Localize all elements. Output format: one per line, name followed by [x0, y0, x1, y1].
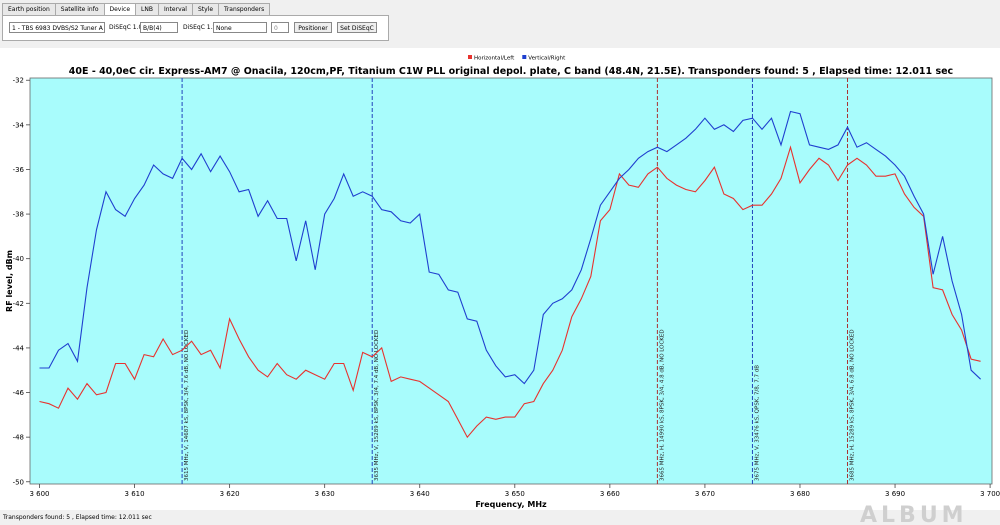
y-tick-label: -34 — [13, 121, 25, 129]
x-tick-label: 3 670 — [695, 490, 715, 498]
diseqc1x-label: DiSEqC 1.x: — [183, 24, 219, 31]
diseqc10-select[interactable]: B/B(4) — [140, 22, 178, 33]
positioner-button[interactable]: Positioner — [294, 22, 332, 33]
y-tick-label: -38 — [13, 211, 24, 219]
device-select[interactable]: 1 - TBS 6983 DVBS/S2 Tuner A — [9, 22, 105, 33]
legend-label: Horizontal/Left — [474, 56, 515, 62]
transponder-label: 3675 MHz, V, 33476 kS, QPSK, 7/8, 7.7 dB — [754, 365, 760, 481]
x-tick-label: 3 600 — [29, 490, 49, 498]
x-axis-label: Frequency, MHz — [475, 500, 547, 509]
diseqc1x-select[interactable]: None — [213, 22, 267, 33]
device-panel: 1 - TBS 6983 DVBS/S2 Tuner A DiSEqC 1.0:… — [2, 15, 389, 41]
tab-bar: Earth position Satellite info Device LNB Int… — [2, 3, 271, 15]
legend-label: Vertical/Right — [528, 56, 566, 62]
x-tick-label: 3 690 — [885, 490, 905, 498]
legend-swatch — [522, 55, 527, 59]
y-tick-label: -46 — [13, 389, 25, 397]
chart-title: 40E - 40,0eC cir. Express-AM7 @ Onacila,… — [69, 66, 953, 77]
x-tick-label: 3 620 — [220, 490, 240, 498]
status-bar: Transponders found: 5 , Elapsed time: 12… — [3, 514, 152, 521]
spinner[interactable]: 0 — [271, 22, 289, 33]
x-tick-label: 3 630 — [315, 490, 335, 498]
x-tick-label: 3 700 — [980, 490, 1000, 498]
tab[interactable]: Transponders — [218, 3, 271, 15]
y-tick-label: -36 — [13, 166, 25, 174]
transponder-label: 3665 MHz, H, 14990 kS, 8PSK, 3/4, 4.8 dB… — [659, 329, 665, 481]
x-tick-label: 3 650 — [505, 490, 525, 498]
set-diseqc-button[interactable]: Set DiSEqC — [337, 22, 377, 33]
y-tick-label: -50 — [13, 478, 24, 486]
y-axis-label: RF level, dBm — [5, 250, 14, 312]
x-tick-label: 3 610 — [125, 490, 145, 498]
x-tick-label: 3 640 — [410, 490, 430, 498]
y-tick-label: -40 — [13, 255, 24, 263]
chart: 40E - 40,0eC cir. Express-AM7 @ Onacila,… — [0, 48, 1000, 510]
y-tick-label: -44 — [13, 344, 25, 352]
x-tick-label: 3 680 — [790, 490, 810, 498]
plot-area — [29, 77, 993, 485]
legend-swatch — [468, 55, 472, 59]
y-tick-label: -32 — [13, 77, 24, 85]
transponder-label: 3635 MHz, V, 15289 kS, 8PSK, 3/4, 7.4 dB… — [374, 330, 380, 481]
x-tick-label: 3 660 — [600, 490, 620, 498]
series-line — [39, 145, 981, 439]
transponder-label: 3615 MHz, V, 14687 kS, 8PSK, 3/4, 7.6 dB… — [184, 330, 190, 481]
y-tick-label: -48 — [13, 434, 24, 442]
y-tick-label: -42 — [13, 300, 24, 308]
transponder-label: 3685 MHz, H, 15289 kS, 8PSK, 3/4, 6.8 dB… — [850, 329, 856, 481]
series-line — [39, 110, 981, 385]
diseqc10-label: DiSEqC 1.0: — [109, 24, 145, 31]
